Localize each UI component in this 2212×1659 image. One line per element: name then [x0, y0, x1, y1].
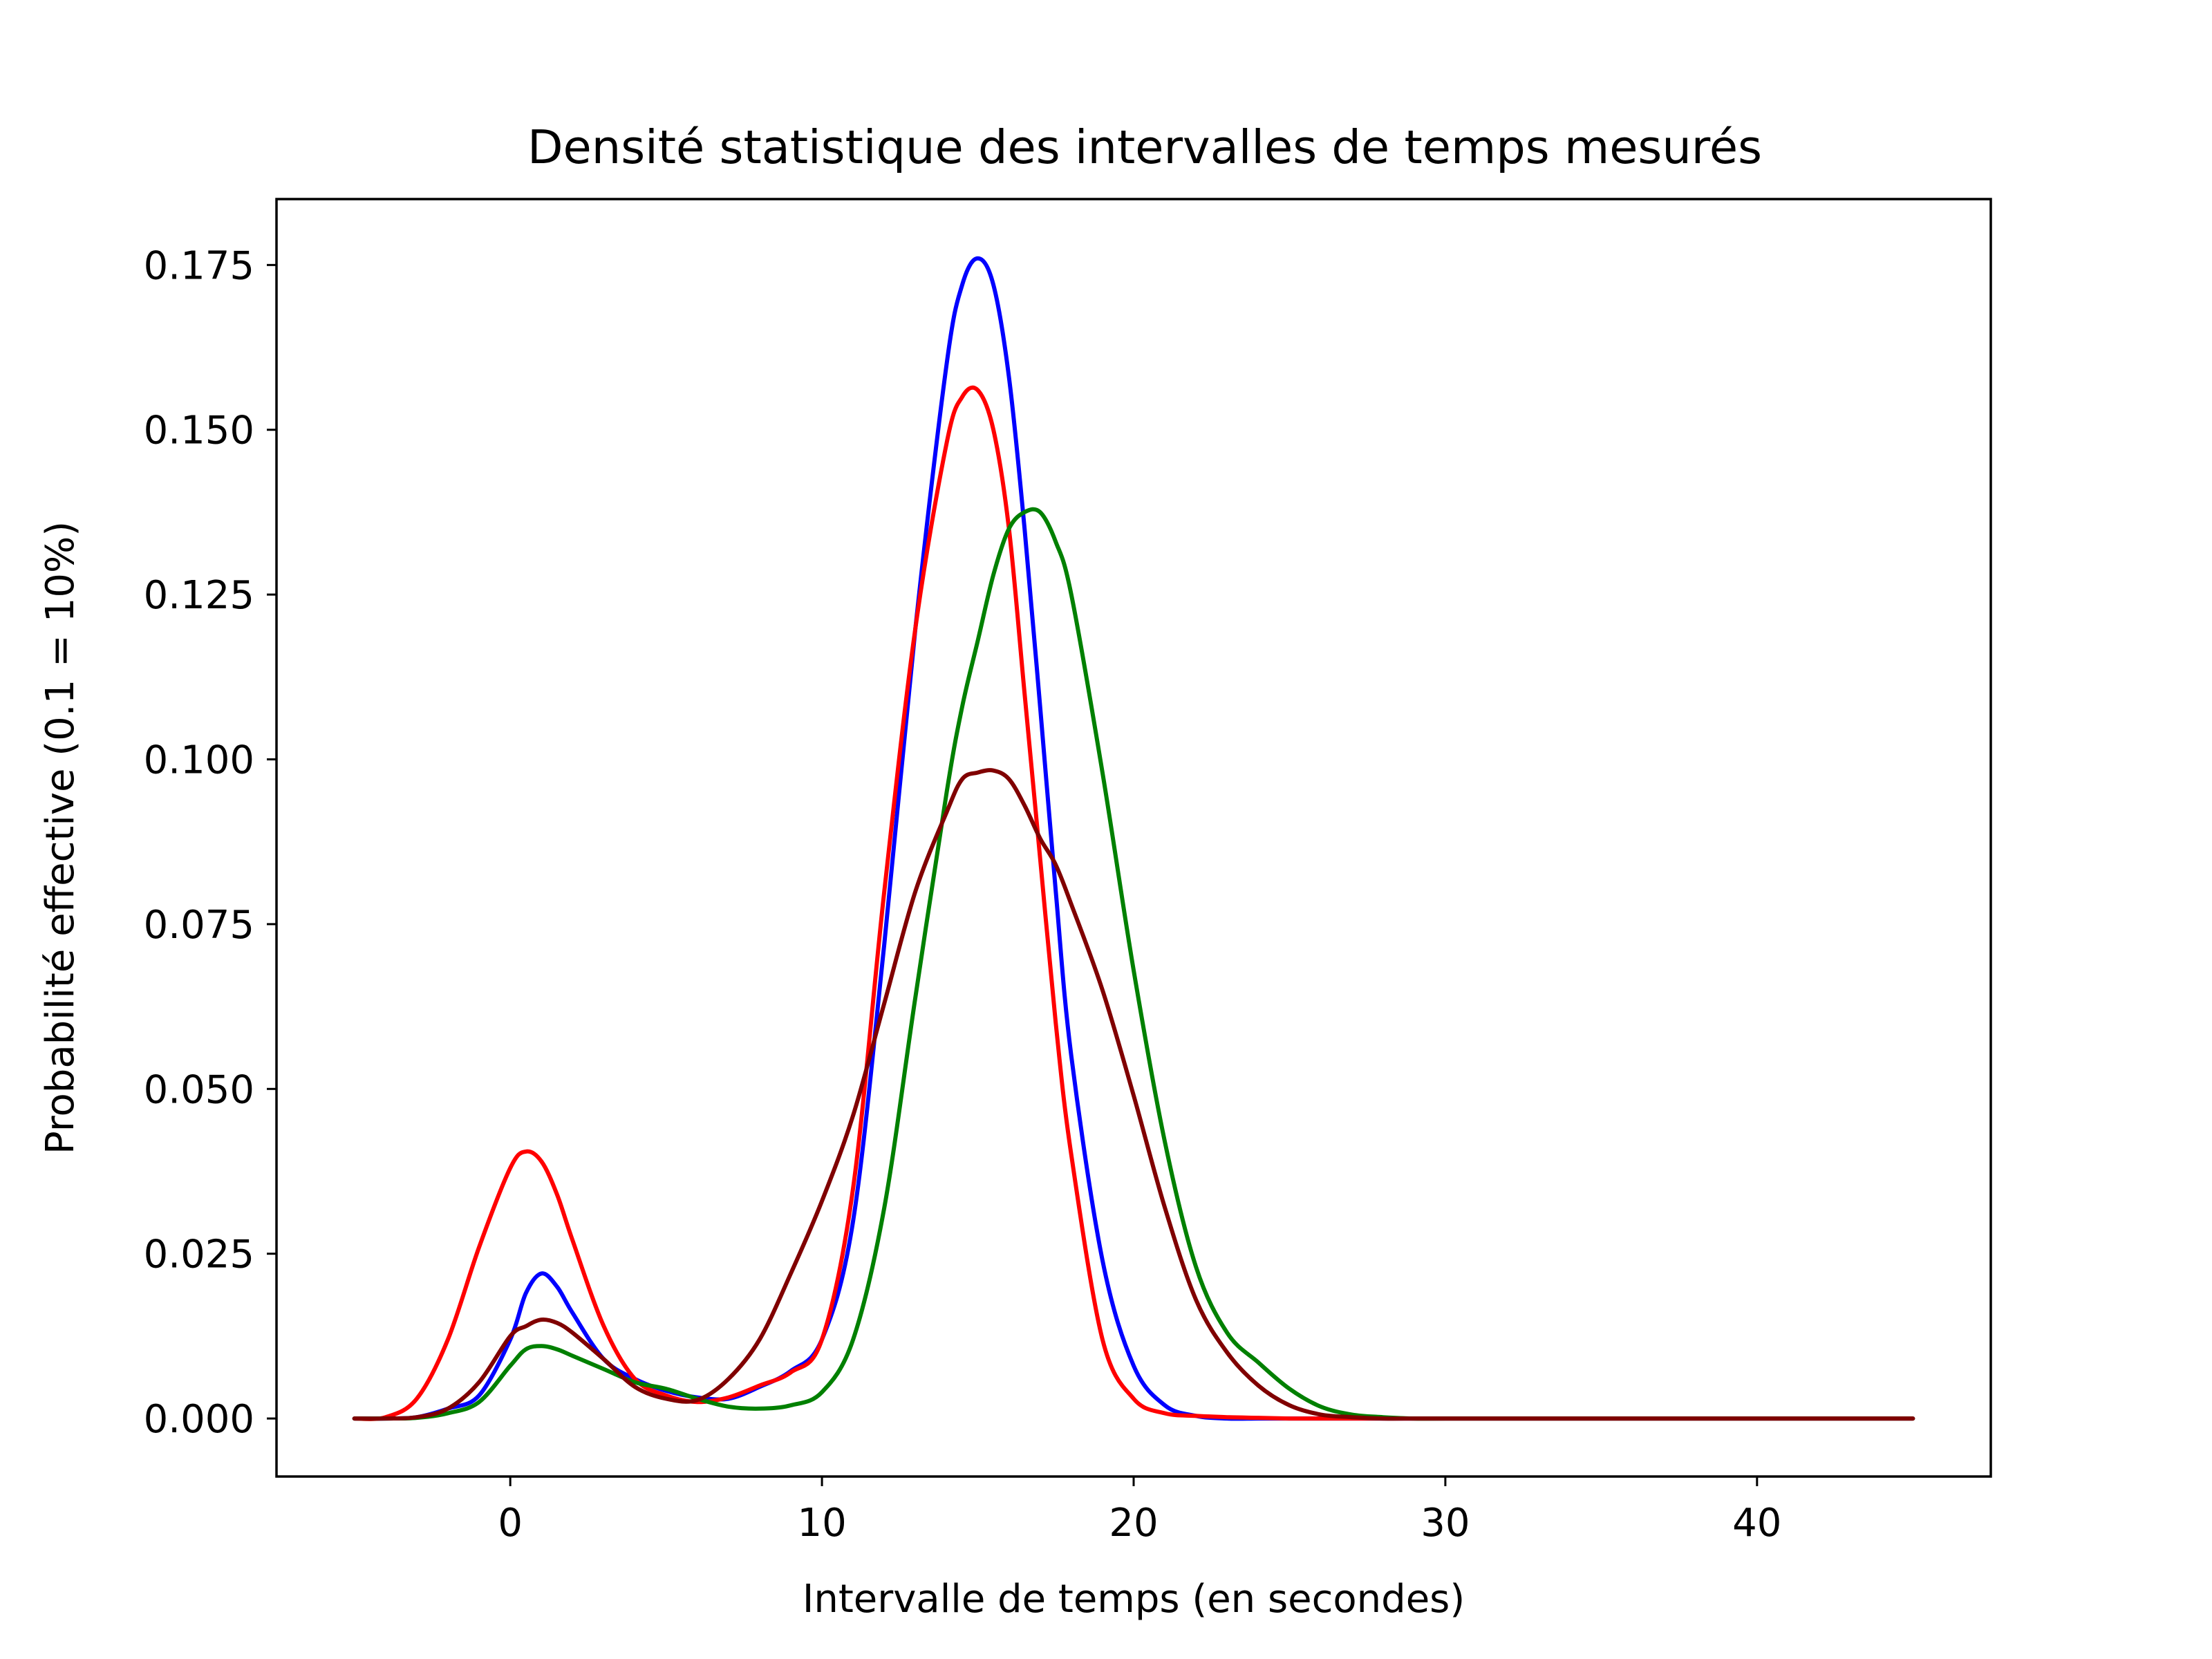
x-axis: 0 10 20 30 40	[498, 1477, 1781, 1546]
series-line-3	[352, 507, 1915, 1421]
y-tick-label: 0.175	[144, 243, 254, 288]
y-tick-label: 0.000	[144, 1397, 254, 1442]
y-tick-label: 0.150	[144, 409, 254, 453]
y-tick-label: 0.075	[144, 903, 254, 948]
y-tick-label: 0.125	[144, 573, 254, 618]
y-tick-label: 0.100	[144, 738, 254, 783]
y-axis: 0.000 0.025 0.050 0.075 0.100 0.125 0.150 0.175	[144, 243, 276, 1442]
series-line-2	[352, 385, 1915, 1421]
y-tick-label: 0.050	[144, 1067, 254, 1112]
x-tick-label: 10	[797, 1501, 846, 1546]
y-tick-label: 0.025	[144, 1232, 254, 1277]
x-tick-label: 30	[1421, 1501, 1470, 1546]
chart-title: Densité statistique des intervalles de t…	[527, 120, 1762, 174]
x-tick-label: 40	[1732, 1501, 1781, 1546]
series-line-4	[352, 768, 1915, 1421]
plot-lines	[352, 256, 1915, 1421]
x-tick-label: 0	[498, 1501, 523, 1546]
y-axis-label: Probabilité effective (0.1 = 10%)	[38, 521, 83, 1154]
x-tick-label: 20	[1109, 1501, 1158, 1546]
x-axis-label: Intervalle de temps (en secondes)	[803, 1577, 1465, 1622]
